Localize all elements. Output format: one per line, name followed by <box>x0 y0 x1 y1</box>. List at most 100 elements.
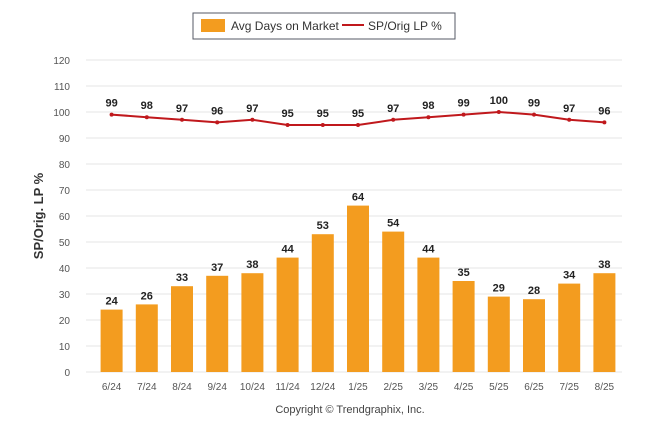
bar-value-label: 38 <box>246 259 258 271</box>
y-tick-label: 20 <box>59 316 71 327</box>
bar-series: 24 26 33 37 38 44 53 64 54 44 35 29 28 34 38 <box>100 192 616 372</box>
line-point <box>356 123 360 127</box>
line-value-label: 95 <box>281 108 293 120</box>
line-value-label: 96 <box>211 105 223 117</box>
bar <box>171 286 193 372</box>
line-value-label: 99 <box>528 98 540 110</box>
bar <box>523 299 545 372</box>
line-value-label: 97 <box>387 103 399 115</box>
bar-value-label: 37 <box>211 262 223 274</box>
x-tick-label: 10/24 <box>240 382 265 393</box>
y-tick-label: 30 <box>59 290 71 301</box>
bar-value-label: 44 <box>281 244 294 256</box>
line-point <box>391 117 396 122</box>
bar <box>100 309 123 372</box>
x-tick-label: 1/25 <box>348 382 368 393</box>
line-point <box>180 117 184 122</box>
bar <box>487 296 510 372</box>
y-tick-label: 70 <box>59 186 71 197</box>
line-point <box>426 115 431 120</box>
x-tick-label: 8/24 <box>172 382 192 393</box>
copyright-credit: Copyright © Trendgraphix, Inc. <box>275 404 424 416</box>
bar-value-label: 28 <box>528 285 540 297</box>
bar <box>382 231 405 372</box>
bar-value-label: 54 <box>387 218 400 230</box>
x-tick-label: 8/25 <box>595 382 615 393</box>
line-point <box>250 117 255 122</box>
y-tick-label: 60 <box>59 212 71 223</box>
bar-value-label: 29 <box>493 283 505 295</box>
legend: Avg Days on Market SP/Orig LP % <box>192 12 456 40</box>
bar <box>593 273 616 372</box>
line-value-label: 99 <box>457 98 469 110</box>
x-tick-label: 12/24 <box>310 382 335 393</box>
x-tick-label: 3/25 <box>419 382 439 393</box>
line-value-label: 96 <box>598 105 610 117</box>
line-value-label: 95 <box>352 108 364 120</box>
x-tick-label: 6/25 <box>524 382 544 393</box>
y-axis-title: SP/Orig. LP % <box>31 172 46 259</box>
bar <box>452 281 475 372</box>
bar <box>206 275 229 372</box>
bar <box>135 304 158 372</box>
line-value-label: 98 <box>422 100 434 112</box>
x-tick-label: 5/25 <box>489 382 509 393</box>
x-tick-label: 6/24 <box>102 382 122 393</box>
bar-value-label: 44 <box>422 244 435 256</box>
x-tick-label: 9/24 <box>207 382 227 393</box>
y-axis-ticks: 0 10 20 30 40 50 60 70 80 90 100 110 120 <box>53 56 70 379</box>
line-point <box>285 123 290 127</box>
line-value-label: 100 <box>490 95 508 107</box>
line-point <box>109 112 114 117</box>
line-point <box>144 115 149 120</box>
line-value-label: 99 <box>105 98 117 110</box>
line-value-label: 95 <box>317 108 329 120</box>
bar <box>347 205 369 372</box>
line-value-label: 98 <box>141 100 153 112</box>
line-series: 99 98 97 96 97 95 95 95 97 98 99 100 99 97 96 <box>105 95 611 127</box>
x-tick-label: 11/24 <box>275 382 300 393</box>
x-tick-label: 4/25 <box>454 382 474 393</box>
y-tick-label: 80 <box>59 160 71 171</box>
line-value-label: 97 <box>176 103 188 115</box>
legend-bar-swatch <box>201 19 225 32</box>
bar <box>276 257 299 372</box>
y-tick-label: 100 <box>53 108 70 119</box>
y-tick-label: 0 <box>64 368 70 379</box>
y-tick-label: 110 <box>54 82 70 93</box>
line-point <box>496 110 501 114</box>
x-axis-ticks: 6/24 7/24 8/24 9/24 10/24 11/24 12/24 1/25 2/25 3… <box>102 382 615 393</box>
legend-box <box>192 12 456 40</box>
line-point <box>215 120 220 125</box>
bar-value-label: 64 <box>352 192 365 204</box>
bar-value-label: 38 <box>598 259 610 271</box>
y-tick-label: 40 <box>59 264 71 275</box>
legend-bar-label: Avg Days on Market <box>231 19 339 33</box>
y-tick-label: 120 <box>53 56 70 67</box>
y-tick-label: 10 <box>59 342 71 353</box>
line-point <box>602 120 607 125</box>
bar <box>241 273 264 372</box>
bar-value-label: 33 <box>176 272 188 284</box>
x-tick-label: 2/25 <box>383 382 403 393</box>
bar <box>417 257 440 372</box>
line-point <box>320 123 325 127</box>
line-point <box>532 112 536 117</box>
bar-value-label: 35 <box>457 267 469 279</box>
line-point <box>461 112 466 117</box>
bar-value-label: 53 <box>317 220 329 232</box>
y-tick-label: 90 <box>59 134 71 145</box>
bar-value-label: 26 <box>141 290 153 302</box>
line-value-label: 97 <box>563 103 575 115</box>
line-point <box>567 117 572 122</box>
line-value-label: 97 <box>246 103 258 115</box>
x-tick-label: 7/24 <box>137 382 157 393</box>
bar-value-label: 34 <box>563 270 576 282</box>
bar <box>558 283 581 372</box>
y-tick-label: 50 <box>59 238 71 249</box>
x-tick-label: 7/25 <box>559 382 579 393</box>
bar-value-label: 24 <box>105 296 118 308</box>
legend-line-label: SP/Orig LP % <box>368 19 442 33</box>
bar <box>311 234 334 372</box>
